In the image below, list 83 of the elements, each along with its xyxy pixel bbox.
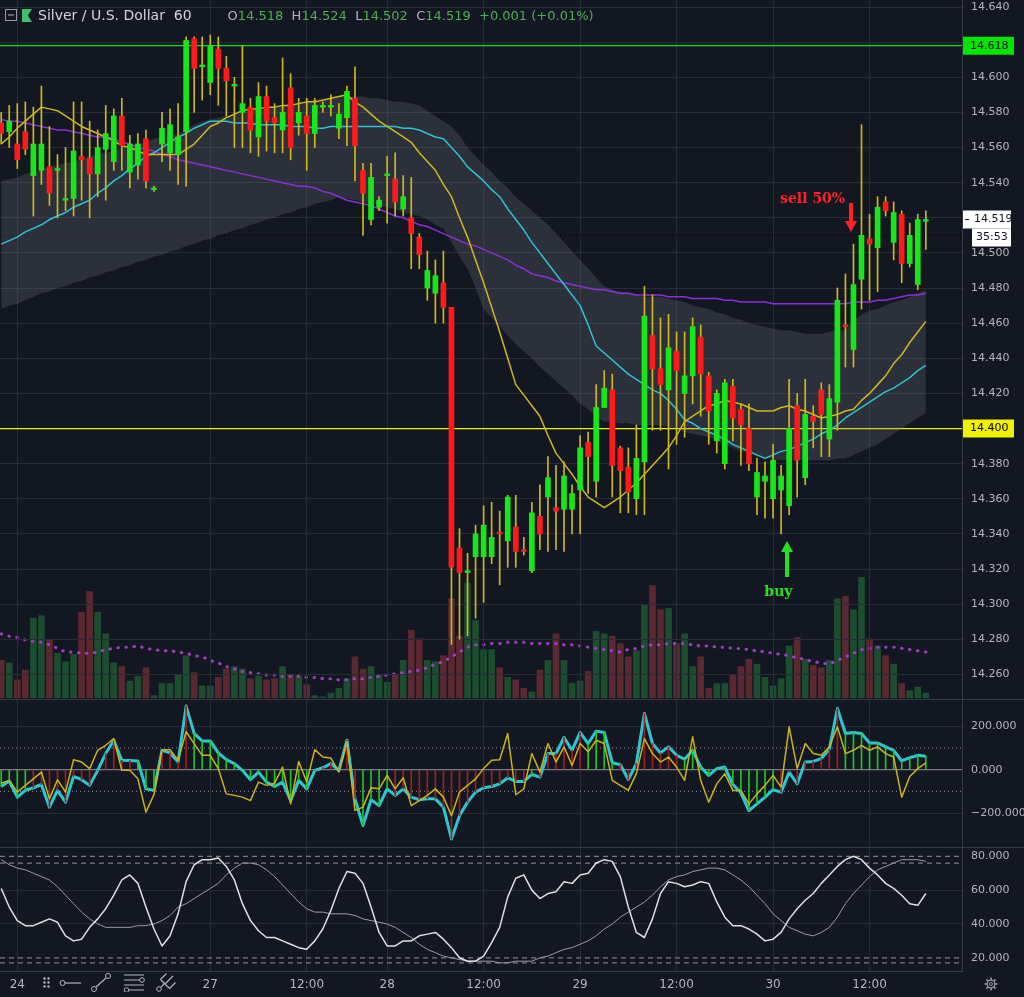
candlestick [778, 465, 784, 535]
annotation: buy [764, 582, 794, 599]
bar [295, 675, 303, 698]
candlestick [585, 431, 591, 494]
bar [118, 666, 126, 698]
bar [247, 678, 254, 698]
candlestick [762, 461, 768, 519]
bar [874, 645, 881, 698]
bar [303, 684, 311, 698]
ref-line-label: 14.400 [970, 421, 1009, 435]
bar [391, 674, 399, 698]
candlestick [545, 456, 551, 552]
y-tick-label: 14.500 [971, 245, 1010, 259]
bar [399, 660, 407, 698]
bar [568, 683, 576, 698]
bar [882, 655, 889, 698]
y-tick-label: 40.000 [971, 916, 1010, 930]
bar [255, 675, 262, 698]
bar [166, 683, 174, 698]
bar [335, 687, 343, 698]
y-tick-label: 14.440 [971, 351, 1010, 365]
x-tick-label: 12:00 [659, 977, 694, 992]
candlestick [102, 105, 109, 201]
bar [279, 666, 286, 698]
y-tick-label: 200.000 [971, 718, 1017, 732]
y-tick-label: 14.340 [971, 526, 1010, 540]
bar [898, 683, 906, 698]
y-tick-label: 60.000 [971, 882, 1010, 896]
bar [5, 662, 13, 698]
bar [504, 677, 512, 698]
candlestick [408, 177, 415, 270]
candlestick [303, 98, 310, 171]
y-tick-label: 0.000 [971, 762, 1003, 776]
x-tick-label: 29 [572, 977, 588, 992]
y-tick-label: 14.540 [971, 175, 1010, 189]
bar [496, 667, 504, 698]
x-tick-label: 30 [765, 977, 781, 992]
bar [890, 663, 897, 698]
annotation: sell 50% [780, 189, 846, 206]
bar [287, 674, 294, 698]
x-tick-label: 12:00 [852, 977, 887, 992]
bar [777, 678, 785, 698]
candlestick [810, 405, 817, 449]
candlestick [520, 537, 527, 556]
bar [134, 675, 142, 698]
x-tick-label: 28 [379, 977, 395, 992]
y-tick-label: 14.360 [971, 491, 1010, 505]
candlestick [553, 465, 559, 551]
candlestick [14, 103, 21, 169]
bar [150, 695, 158, 698]
x-tick-label: 12:00 [466, 977, 501, 992]
bar [158, 683, 166, 698]
x-tick-label: 27 [202, 977, 218, 992]
text: 35:53 [976, 230, 1008, 244]
candlestick [6, 105, 13, 148]
y-tick-label: 14.280 [971, 632, 1010, 646]
text: Silver / U.S. Dollar 60 [38, 7, 192, 23]
y-tick-label: 14.320 [971, 561, 1010, 575]
bar [842, 596, 849, 698]
y-tick-label: 14.560 [971, 140, 1010, 154]
candlestick [922, 210, 929, 250]
y-tick-label: 14.640 [971, 0, 1010, 13]
text: O14.518 H14.524 L14.502 C14.519 +0.001 (+0.01%) [227, 7, 594, 23]
ref-line-label: 14.618 [970, 38, 1009, 52]
y-tick-label: 14.600 [971, 70, 1010, 84]
bar [46, 639, 53, 698]
y-tick-label: 14.260 [971, 667, 1010, 681]
y-tick-label: 80.000 [971, 849, 1010, 863]
bar [665, 608, 672, 698]
y-tick-label: 14.480 [971, 280, 1010, 294]
candlestick [175, 103, 181, 185]
y-tick-label: 14.420 [971, 386, 1010, 400]
y-tick-label: 14.580 [971, 105, 1010, 119]
y-tick-label: 14.380 [971, 456, 1010, 470]
y-tick-label: 20.000 [971, 950, 1010, 964]
x-tick-label: 24 [9, 977, 25, 992]
bar [801, 658, 809, 698]
y-tick-label: 14.300 [971, 597, 1010, 611]
y-tick-label: 14.460 [971, 316, 1010, 330]
bar [793, 637, 801, 698]
x-tick-label: 12:00 [289, 977, 325, 992]
text: 14.519 [974, 212, 1013, 226]
bar [761, 677, 769, 698]
